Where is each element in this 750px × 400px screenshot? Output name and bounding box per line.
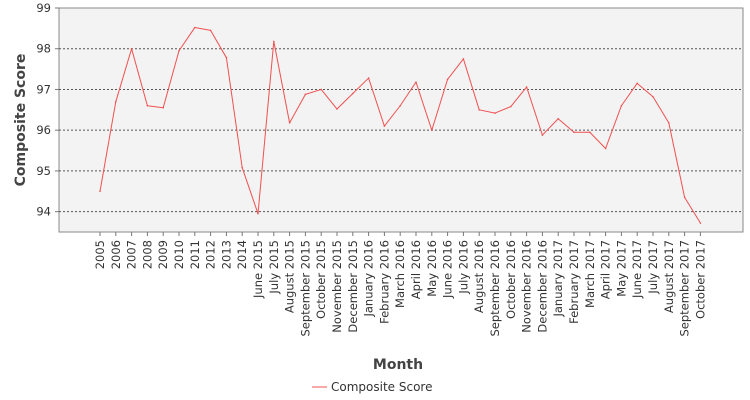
data-point: [352, 92, 354, 95]
x-tick-label: 2013: [219, 240, 233, 269]
data-point: [573, 131, 575, 134]
plot-area: [58, 7, 744, 233]
y-tick-label: 94: [36, 205, 51, 219]
x-tick-label: February 2017: [567, 240, 581, 324]
data-point: [683, 196, 686, 199]
x-tick-label: 2006: [109, 240, 123, 269]
x-tick-label: August 2017: [662, 240, 676, 313]
data-point: [225, 56, 228, 59]
data-point: [478, 109, 481, 111]
data-point: [194, 26, 196, 29]
data-point: [494, 112, 496, 114]
x-tick-label: June 2015: [251, 240, 265, 299]
x-tick-label: September 2017: [678, 240, 692, 337]
x-tick-label: March 2016: [393, 240, 407, 308]
x-tick-label: November 2015: [330, 240, 344, 333]
data-point: [367, 77, 370, 79]
x-tick-label: September 2016: [488, 240, 502, 337]
data-point: [415, 81, 417, 83]
data-point: [652, 95, 654, 98]
series-layer: [99, 26, 702, 224]
data-point: [636, 82, 638, 85]
data-point: [399, 104, 402, 107]
legend: Composite Score: [312, 380, 432, 394]
x-tick-label: August 2015: [283, 240, 297, 313]
data-point: [288, 122, 291, 124]
data-point: [336, 108, 338, 110]
data-point: [162, 106, 164, 109]
data-point: [541, 134, 544, 136]
y-tick-label: 97: [36, 82, 51, 96]
data-point: [257, 212, 259, 215]
x-tick-label: 2011: [188, 240, 202, 269]
x-tick-label: June 2016: [441, 240, 455, 299]
data-point: [115, 100, 117, 103]
data-point: [525, 86, 528, 88]
x-axis: 2005 2006 2007 2008 2009 2010 2011 2012 2013 2014…: [93, 232, 707, 337]
x-tick-label: October 2015: [314, 240, 328, 319]
x-tick-label: November 2016: [520, 240, 534, 333]
x-tick-label: July 2016: [456, 240, 470, 295]
data-point: [620, 104, 623, 107]
x-tick-label: June 2017: [630, 240, 644, 299]
x-tick-label: May 2016: [425, 240, 439, 297]
data-point: [209, 29, 212, 32]
data-point: [178, 49, 180, 52]
x-tick-label: May 2017: [614, 240, 628, 297]
x-tick-label: 2007: [125, 240, 139, 269]
data-point: [604, 147, 607, 150]
x-tick-label: July 2017: [646, 240, 660, 295]
x-tick-label: 2008: [140, 240, 154, 269]
x-tick-label: 2012: [204, 240, 218, 269]
data-point: [273, 40, 275, 43]
x-tick-label: December 2016: [535, 240, 549, 333]
gridlines: [59, 48, 743, 213]
data-point: [446, 78, 449, 81]
data-point: [320, 88, 323, 91]
data-point: [130, 47, 133, 50]
x-tick-label: August 2016: [472, 240, 486, 313]
x-tick-label: October 2017: [693, 240, 707, 319]
y-tick-label: 98: [36, 42, 51, 56]
legend-label: Composite Score: [331, 380, 432, 394]
y-axis-title: Composite Score: [13, 54, 29, 187]
x-tick-label: December 2015: [346, 240, 360, 333]
data-point: [462, 58, 465, 60]
x-tick-label: February 2016: [377, 240, 391, 324]
x-tick-label: 2005: [93, 240, 107, 269]
x-tick-label: January 2016: [362, 240, 376, 318]
x-tick-label: April 2017: [599, 240, 613, 299]
x-axis-title: Month: [373, 357, 423, 373]
x-tick-label: March 2017: [583, 240, 597, 308]
data-point: [431, 129, 433, 131]
x-tick-label: January 2017: [551, 240, 565, 318]
data-point: [510, 105, 512, 108]
y-tick-label: 96: [36, 123, 51, 137]
data-point: [668, 122, 670, 124]
data-point: [241, 166, 243, 169]
y-axis: 94 95 96 97 98 99: [36, 1, 59, 219]
y-tick-label: 95: [36, 164, 51, 178]
x-tick-label: July 2015: [267, 240, 281, 295]
x-tick-label: October 2016: [504, 240, 518, 319]
data-point: [557, 117, 559, 120]
x-tick-label: 2014: [235, 240, 249, 269]
data-point: [304, 93, 307, 96]
x-tick-label: April 2016: [409, 240, 423, 299]
x-tick-label: 2010: [172, 240, 186, 269]
x-tick-label: 2009: [156, 240, 170, 269]
data-point: [589, 131, 591, 134]
data-point: [383, 125, 386, 127]
data-point: [146, 104, 149, 107]
x-tick-label: September 2015: [298, 240, 312, 337]
data-point: [99, 190, 101, 193]
data-point: [699, 222, 702, 224]
y-tick-label: 99: [36, 1, 51, 15]
